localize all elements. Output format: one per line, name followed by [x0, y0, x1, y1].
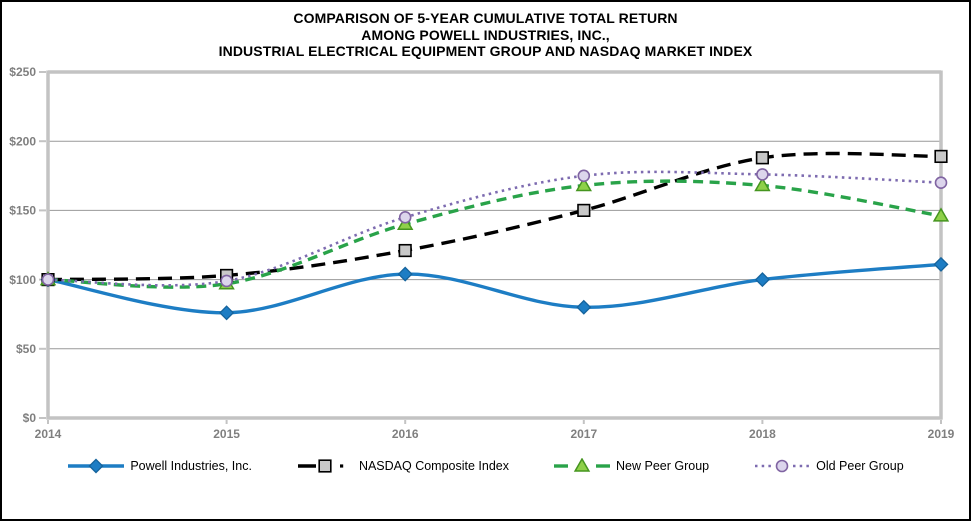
old-peer-group-circle-marker-icon [775, 459, 789, 472]
x-tick-label: 2015 [213, 427, 240, 441]
legend-swatch-powell-industries-inc-icon [68, 457, 125, 474]
legend-label-nasdaq-composite-index: NASDAQ Composite Index [358, 458, 509, 473]
series-markers-nasdaq-composite-index [41, 149, 948, 286]
new-peer-group-triangle-marker-icon [932, 206, 950, 222]
series-line-new-peer-group [47, 178, 942, 289]
old-peer-group-circle-marker-icon [41, 272, 55, 286]
old-peer-group-circle-marker-icon [220, 274, 233, 287]
x-tick-label: 2014 [35, 427, 62, 441]
x-tick-label: 2016 [392, 427, 419, 441]
chart-title-line-1: COMPARISON OF 5-YEAR CUMULATIVE TOTAL RE… [293, 10, 678, 26]
old-peer-group-circle-marker-icon [577, 169, 591, 182]
powell-industries-inc-diamond-marker-icon [397, 266, 413, 282]
legend-item-old-peer-group: Old Peer Group [753, 458, 904, 474]
y-tick-label: $100 [9, 272, 36, 286]
cumulative-return-line-chart: $0 $50 $100 $150 $200 $250 2014 2015 2016 2017 201… [9, 65, 955, 441]
y-tick-label: $0 [23, 411, 37, 425]
old-peer-group-circle-marker-icon [398, 210, 412, 224]
powell-industries-inc-diamond-marker-icon [576, 299, 592, 315]
chart-legend: Powell Industries, Inc. NASDAQ Composite … [2, 457, 969, 474]
y-tick-label: $150 [9, 203, 36, 217]
nasdaq-composite-index-square-marker-icon [755, 150, 769, 164]
nasdaq-composite-index-square-marker-icon [934, 149, 948, 163]
chart-title-line-3: INDUSTRIAL ELECTRICAL EQUIPMENT GROUP AN… [218, 43, 753, 59]
legend-label-new-peer-group: New Peer Group [616, 458, 710, 473]
new-peer-group-triangle-marker-icon [573, 457, 591, 472]
chart-title: COMPARISON OF 5-YEAR CUMULATIVE TOTAL RE… [2, 2, 969, 60]
x-tick-label: 2018 [749, 427, 776, 441]
new-peer-group-triangle-marker-icon [754, 176, 771, 191]
series-markers-old-peer-group [41, 167, 948, 287]
series-line-old-peer-group [47, 170, 942, 287]
powell-industries-inc-diamond-marker-icon [933, 256, 949, 272]
powell-industries-inc-diamond-marker-icon [219, 304, 235, 320]
y-tick-label: $250 [9, 65, 36, 79]
legend-swatch-nasdaq-composite-index-icon [297, 458, 344, 473]
legend-item-powell-industries-inc: Powell Industries, Inc. [67, 457, 252, 474]
nasdaq-composite-index-square-marker-icon [577, 203, 591, 217]
powell-industries-inc-diamond-marker-icon [88, 457, 104, 474]
series-line-powell-industries-inc [47, 262, 942, 315]
legend-label-powell-industries-inc: Powell Industries, Inc. [130, 458, 252, 473]
legend-swatch-old-peer-group-icon [755, 459, 810, 472]
old-peer-group-circle-marker-icon [934, 175, 948, 189]
x-tick-label: 2019 [928, 427, 955, 441]
powell-industries-inc-diamond-marker-icon [754, 271, 770, 287]
nasdaq-composite-index-square-marker-icon [398, 243, 412, 257]
y-tick-label: $200 [9, 134, 36, 148]
legend-label-old-peer-group: Old Peer Group [816, 458, 904, 473]
old-peer-group-circle-marker-icon [756, 167, 769, 181]
legend-swatch-new-peer-group-icon [554, 457, 610, 472]
legend-item-nasdaq-composite-index: NASDAQ Composite Index [296, 458, 509, 474]
series-line-nasdaq-composite-index [47, 151, 942, 281]
legend-item-new-peer-group: New Peer Group [553, 457, 710, 474]
nasdaq-composite-index-square-marker-icon [318, 458, 332, 473]
y-tick-label: $50 [16, 342, 36, 356]
new-peer-group-triangle-marker-icon [575, 176, 592, 191]
x-tick-label: 2017 [570, 427, 597, 441]
chart-title-line-2: AMONG POWELL INDUSTRIES, INC., [361, 26, 610, 43]
